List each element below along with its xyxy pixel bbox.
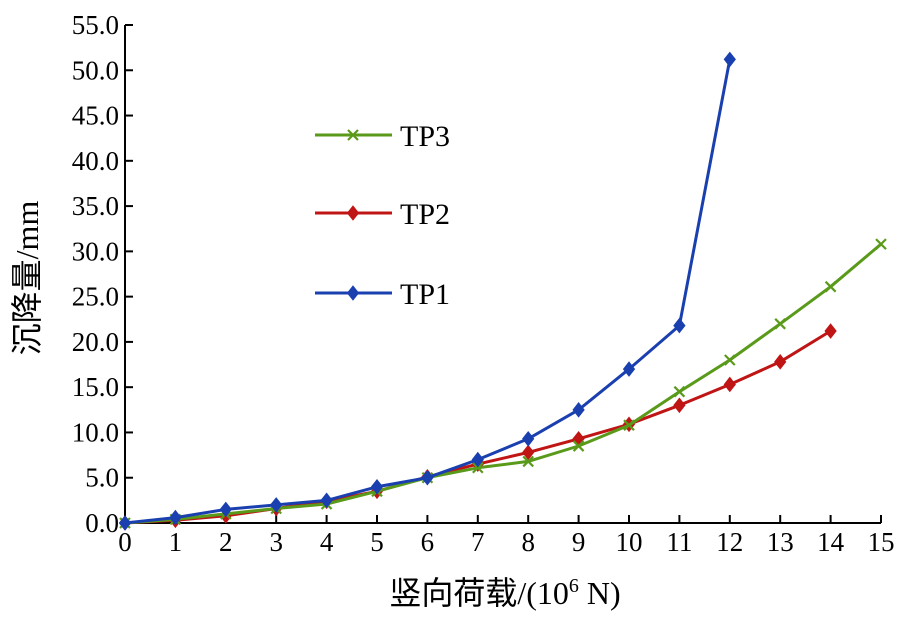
point-tp3 — [673, 385, 686, 398]
series-line-tp3 — [124, 242, 882, 525]
y-tick-label: 10.0 — [72, 417, 119, 447]
point-tp3 — [774, 318, 786, 330]
x-tick-label: 12 — [716, 527, 743, 557]
x-tick-label: 2 — [219, 527, 233, 557]
x-tick-label: 0 — [118, 527, 132, 557]
legend-item-tp2: TP2 — [315, 198, 450, 231]
x-axis-title-main: 竖向荷载/(10 — [389, 575, 569, 611]
y-tick-label: 40.0 — [72, 146, 119, 176]
x-tick-label: 4 — [320, 527, 334, 557]
x-tick-label: 3 — [269, 527, 283, 557]
x-axis-title-superscript: 6 — [569, 575, 579, 597]
point-tp2 — [824, 323, 837, 339]
series-tp3 — [119, 238, 887, 529]
x-axis-title-unit: N) — [579, 575, 621, 611]
point-tp1 — [471, 451, 484, 468]
x-tick-label: 9 — [572, 527, 586, 557]
x-tick-label: 13 — [767, 527, 794, 557]
x-tick-label: 5 — [370, 527, 384, 557]
point-tp1 — [118, 515, 132, 531]
x-tick-label: 11 — [666, 527, 692, 557]
point-tp3 — [824, 280, 837, 293]
legend-marker-tp3 — [347, 129, 359, 141]
y-tick-label: 5.0 — [85, 463, 119, 493]
y-tick-label: 0.0 — [85, 508, 119, 538]
point-tp1 — [370, 478, 384, 495]
legend-label-tp2: TP2 — [400, 198, 450, 231]
x-tick-label: 7 — [471, 527, 485, 557]
series-line-tp2 — [124, 329, 832, 525]
point-tp2 — [522, 444, 535, 461]
legend-item-tp3: TP3 — [315, 120, 450, 153]
point-tp2 — [673, 397, 686, 414]
legend-item-tp1: TP1 — [315, 278, 450, 311]
point-tp1 — [673, 317, 686, 334]
axes: 0 1 2 3 4 5 6 7 8 9 10 11 12 13 14 150.05.010.015.020.0… — [72, 10, 895, 557]
x-tick-label: 14 — [817, 527, 845, 557]
legend-label-tp3: TP3 — [400, 120, 450, 153]
point-tp1 — [219, 501, 232, 518]
series-layer — [118, 51, 887, 531]
y-tick-label: 45.0 — [72, 101, 119, 131]
point-tp3 — [623, 419, 635, 431]
point-tp1 — [723, 51, 736, 68]
point-tp3 — [522, 455, 534, 468]
x-tick-label: 6 — [421, 527, 435, 557]
point-tp3 — [875, 238, 887, 250]
legend-marker-tp2 — [346, 205, 360, 221]
x-axis-title: 竖向荷载/(106 N) — [389, 575, 620, 611]
y-tick-label: 50.0 — [72, 55, 119, 85]
x-tick-label: 1 — [169, 527, 183, 557]
point-tp1 — [169, 509, 182, 526]
point-tp3 — [572, 440, 585, 452]
point-tp2 — [723, 376, 736, 393]
point-tp3 — [724, 354, 736, 366]
legend: TP3 TP2 TP1 — [315, 120, 450, 311]
y-tick-label: 15.0 — [72, 372, 119, 402]
y-tick-label: 20.0 — [72, 327, 119, 357]
point-tp1 — [270, 497, 283, 513]
series-tp1 — [118, 51, 736, 531]
y-tick-label: 55.0 — [72, 10, 119, 40]
point-tp1 — [622, 361, 636, 377]
x-tick-label: 15 — [868, 527, 895, 557]
y-tick-label: 25.0 — [72, 282, 119, 312]
point-tp2 — [774, 354, 787, 370]
y-tick-label: 35.0 — [72, 191, 119, 221]
point-tp1 — [320, 492, 333, 509]
point-tp3 — [472, 461, 484, 474]
series-tp2 — [118, 323, 837, 531]
point-tp1 — [421, 469, 434, 486]
y-tick-label: 30.0 — [72, 236, 119, 266]
x-tick-label: 10 — [616, 527, 643, 557]
point-tp1 — [572, 402, 585, 418]
x-tick-label: 8 — [521, 527, 535, 557]
legend-marker-tp1 — [346, 285, 360, 301]
legend-label-tp1: TP1 — [400, 278, 450, 311]
y-axis-title: 沉降量/mm — [9, 201, 45, 356]
point-tp1 — [522, 430, 535, 447]
